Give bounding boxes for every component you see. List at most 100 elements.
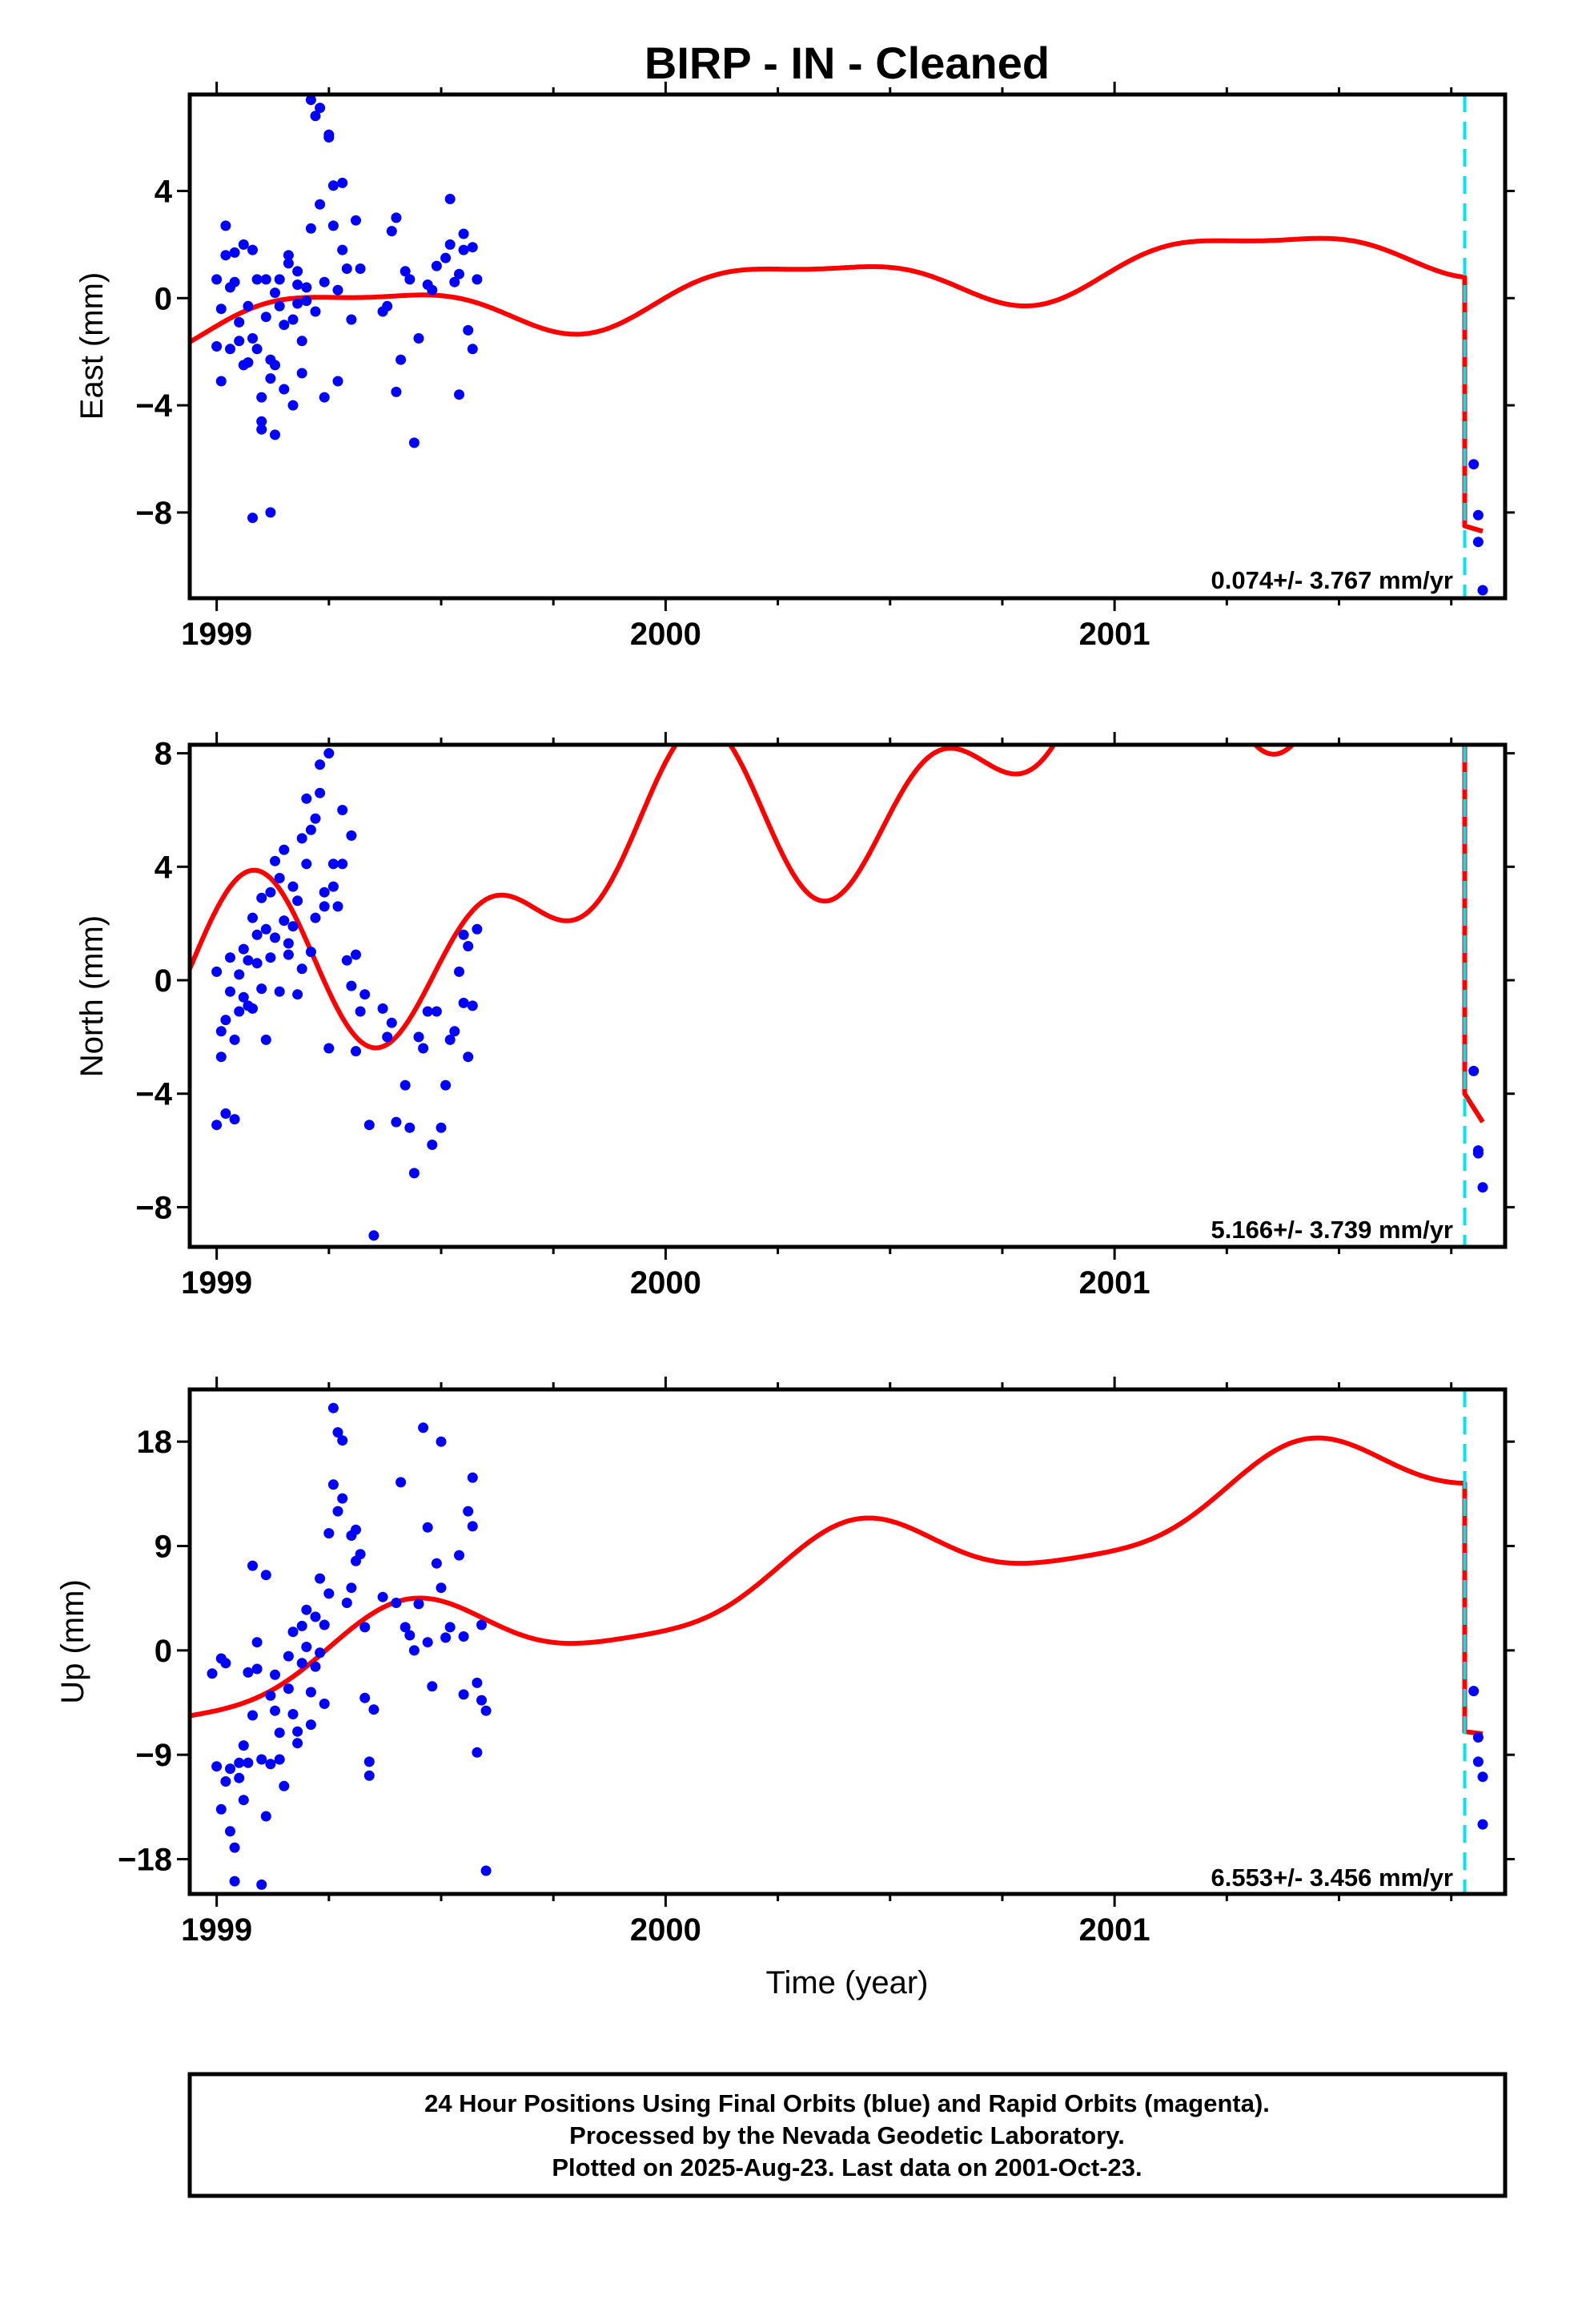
north-data-point	[270, 932, 280, 943]
up-data-point	[458, 1631, 469, 1642]
up-data-point	[418, 1422, 429, 1433]
up-data-point	[327, 1479, 339, 1490]
up-data-point	[220, 1658, 231, 1669]
east-data-point	[444, 194, 456, 204]
up-data-point	[301, 1642, 312, 1652]
east-data-point	[251, 274, 263, 285]
up-data-point	[243, 1667, 254, 1678]
up-model-curve	[190, 1435, 1484, 1737]
east-x-tick-label: 2000	[630, 617, 701, 652]
east-data-point	[247, 333, 258, 344]
up-data-point	[363, 1770, 375, 1781]
north-data-point	[463, 1051, 474, 1063]
north-plot-frame	[187, 742, 1508, 1249]
north-data-point	[247, 1003, 258, 1014]
up-data-point	[247, 1710, 258, 1721]
east-data-point	[1477, 585, 1488, 596]
east-panel: 1999 2000 2001 −8 −4 0 4 East (mm) 0.074+/- 3.76…	[74, 82, 1515, 652]
north-data-point	[377, 1003, 388, 1014]
north-data-point	[1472, 1148, 1484, 1159]
east-data-point	[270, 429, 280, 440]
east-data-point	[211, 274, 223, 285]
up-data-point	[440, 1632, 452, 1643]
east-data-point	[256, 416, 267, 427]
up-data-point	[256, 1754, 267, 1765]
north-data-point	[382, 1031, 393, 1043]
north-data-point	[449, 1026, 460, 1037]
east-data-point	[301, 296, 312, 307]
north-y-tick-label: 4	[155, 850, 173, 885]
north-data-point	[247, 912, 258, 923]
up-data-point	[422, 1637, 433, 1648]
caption-line-2: Processed by the Nevada Geodetic Laborat…	[569, 2121, 1125, 2149]
up-panel: 1999 2000 2001 −18 −9 0 9 18 Up (mm) 6.553+/- 3.4…	[55, 1377, 1515, 1948]
caption-frame	[187, 2072, 1508, 2198]
north-data-point	[310, 912, 321, 923]
up-data-point	[467, 1472, 478, 1483]
up-data-point	[476, 1619, 487, 1630]
up-data-point	[243, 1757, 254, 1768]
north-data-point	[391, 1116, 402, 1128]
north-data-point	[283, 949, 294, 960]
east-data-point	[274, 274, 285, 285]
north-data-point	[404, 1122, 416, 1133]
north-data-point	[229, 1114, 240, 1125]
north-data-point	[229, 1034, 240, 1045]
east-data-point	[279, 320, 290, 331]
east-data-point	[279, 384, 290, 395]
up-data-point	[265, 1759, 276, 1770]
up-data-point	[363, 1756, 375, 1767]
north-data-point	[315, 759, 326, 770]
north-data-point	[225, 952, 235, 963]
east-data-point	[332, 376, 343, 387]
caption-box: 24 Hour Positions Using Final Orbits (bl…	[187, 2072, 1508, 2198]
east-data-point	[467, 242, 478, 253]
north-data-point	[292, 989, 303, 1000]
north-data-point	[467, 1000, 478, 1011]
north-data-point	[337, 805, 348, 815]
up-data-point	[1472, 1732, 1484, 1743]
figure-title: BIRP - IN - Cleaned	[644, 38, 1050, 88]
east-data-point	[454, 389, 464, 400]
up-data-point	[251, 1663, 263, 1675]
up-data-point	[247, 1560, 258, 1571]
east-data-point	[323, 132, 335, 143]
east-y-tick-label: −8	[135, 496, 172, 531]
up-data-point	[274, 1727, 285, 1739]
east-data-point	[1468, 459, 1480, 470]
up-y-tick-label: 0	[155, 1634, 172, 1669]
up-x-tick-label: 1999	[181, 1912, 252, 1948]
north-data-point	[359, 989, 371, 1000]
up-data-point	[270, 1669, 280, 1680]
east-data-point	[234, 336, 245, 347]
east-data-point	[292, 279, 303, 290]
east-data-point	[386, 226, 397, 237]
east-x-tick-label: 2001	[1079, 617, 1150, 652]
up-x-tick-label: 2001	[1079, 1912, 1150, 1948]
east-data-point	[351, 215, 361, 226]
north-y-tick-label: 8	[155, 737, 172, 772]
east-data-point	[220, 250, 231, 261]
up-data-point	[229, 1876, 240, 1887]
east-data-point	[427, 284, 438, 296]
north-data-point	[238, 991, 249, 1003]
north-data-point	[301, 858, 312, 870]
east-data-point	[211, 341, 223, 352]
north-rate-label: 5.166+/- 3.739 mm/yr	[1211, 1216, 1453, 1244]
north-data-point	[332, 901, 343, 912]
up-data-point	[480, 1705, 492, 1716]
north-data-point	[225, 986, 235, 997]
north-data-point	[211, 1120, 223, 1131]
north-y-tick-label: −8	[135, 1190, 172, 1225]
up-data-point	[319, 1619, 330, 1630]
up-data-point	[341, 1598, 352, 1608]
north-data-point	[323, 1043, 335, 1054]
east-data-point	[391, 212, 402, 223]
north-data-point	[472, 923, 483, 935]
north-data-point	[305, 824, 316, 835]
up-data-point	[396, 1477, 407, 1488]
east-data-point	[265, 507, 276, 518]
north-data-point	[319, 887, 330, 898]
north-data-point	[310, 813, 321, 824]
up-data-point	[359, 1692, 371, 1703]
